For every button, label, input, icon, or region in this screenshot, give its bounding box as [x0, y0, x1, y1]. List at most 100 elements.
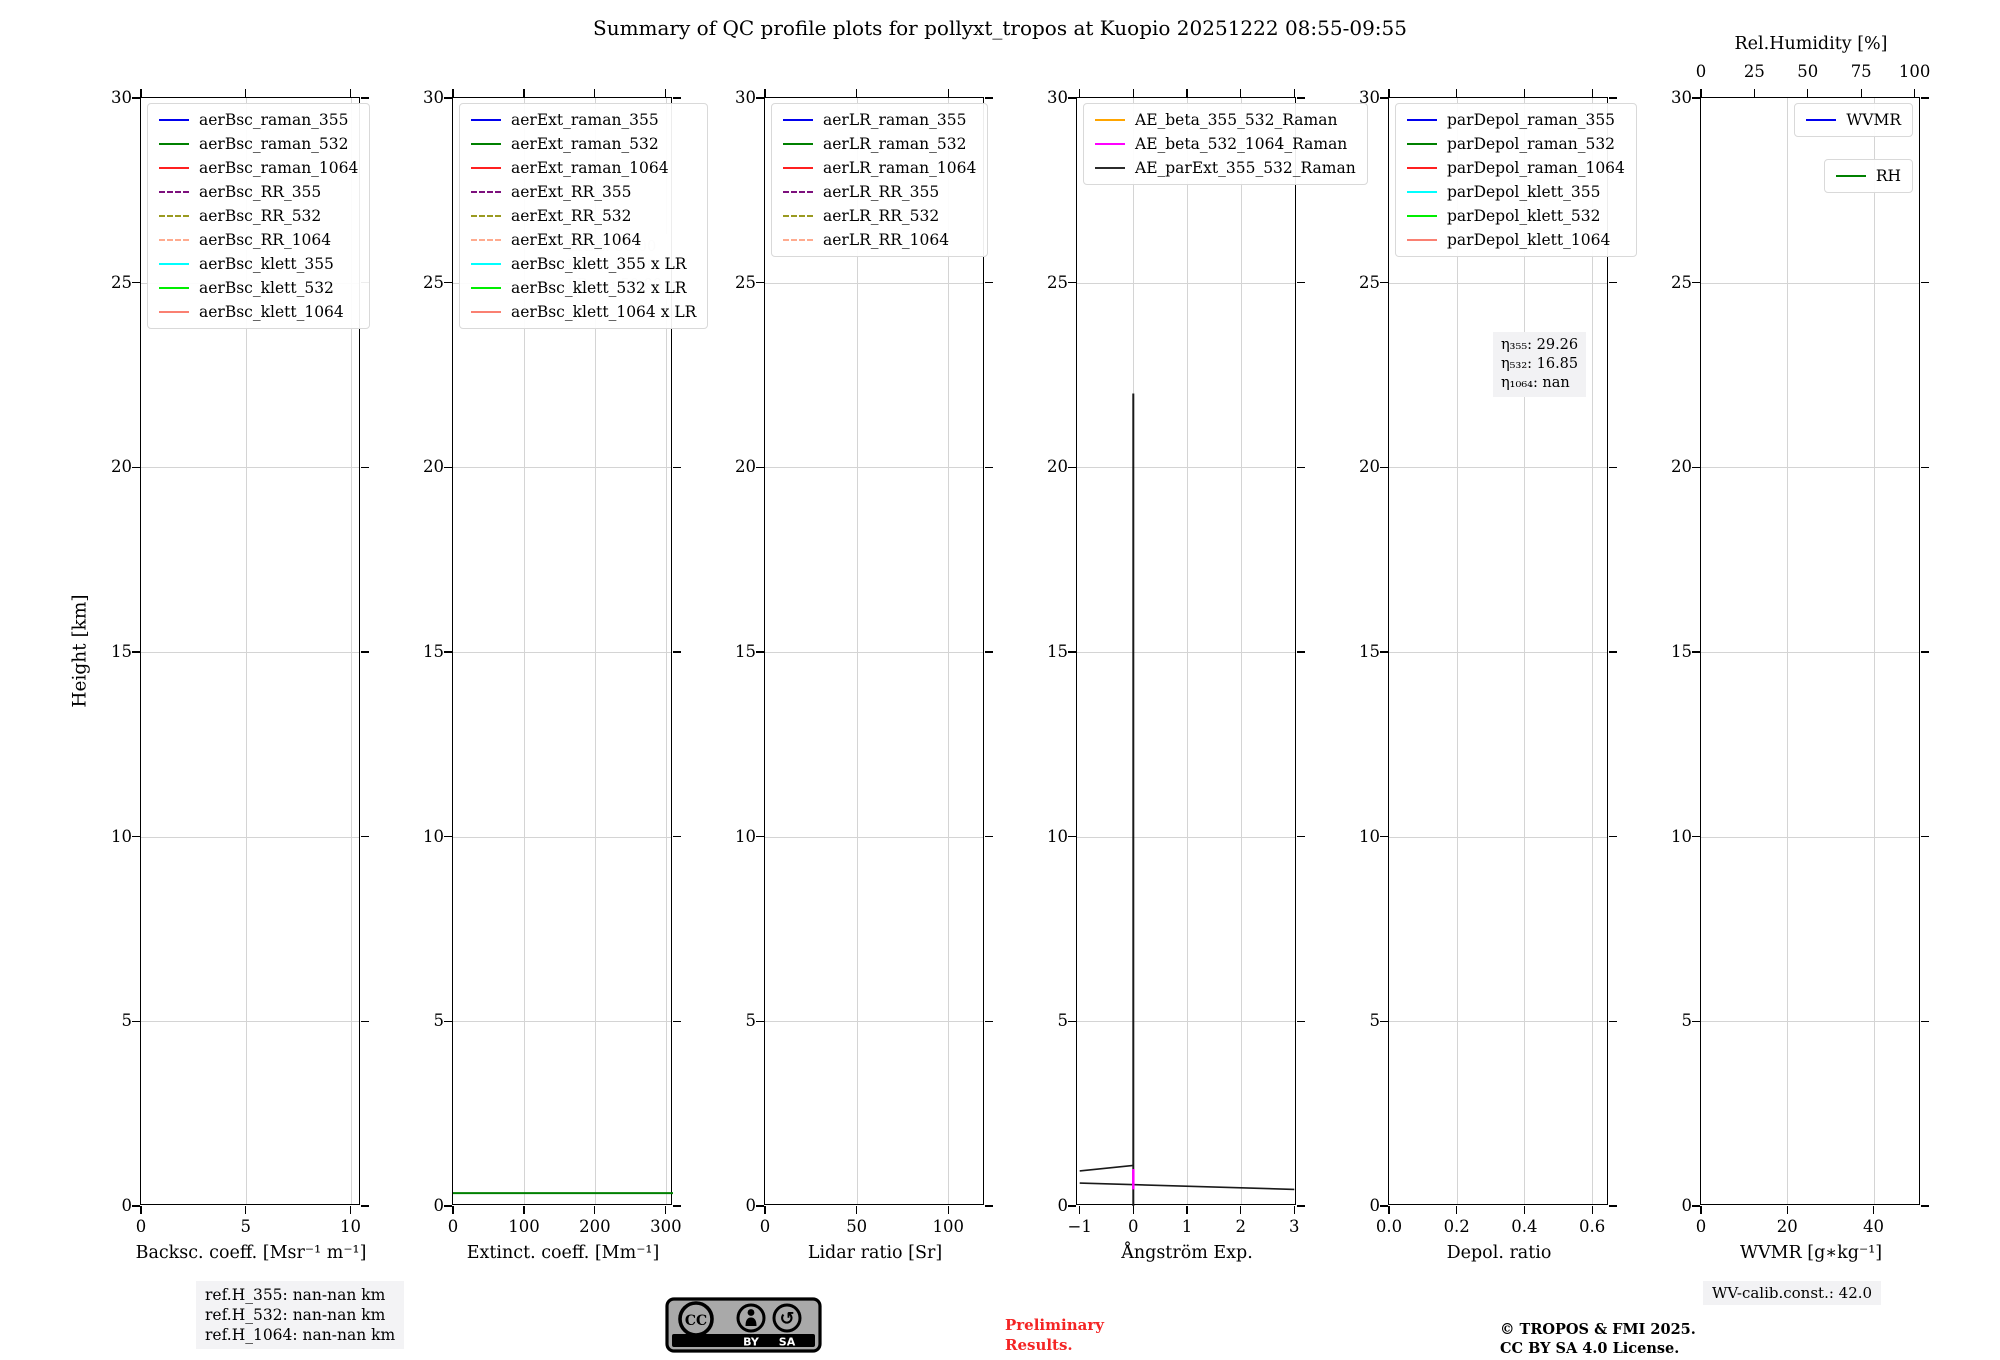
x-axis-label: Backsc. coeff. [Msr⁻¹ m⁻¹]	[135, 1243, 367, 1263]
y-tick-label: 25	[1359, 272, 1380, 292]
legend-item-label: aerBsc_raman_1064	[199, 159, 359, 177]
y-tick-label: 0	[433, 1196, 445, 1215]
cc-text: CC	[685, 1313, 707, 1329]
series-AE_parExt_355_532_Raman_upper	[1079, 1164, 1134, 1172]
x-tick-top	[245, 88, 247, 97]
rh-top-tick-label: 25	[1743, 62, 1765, 81]
y-tick	[131, 651, 140, 653]
legend-item-label: aerExt_raman_1064	[511, 159, 669, 177]
preliminary-results-note: Preliminary Results.	[1005, 1315, 1104, 1355]
x-tick-top	[1293, 88, 1295, 97]
x-tick-label: 0.6	[1578, 1217, 1606, 1236]
legend-item-label: aerBsc_klett_1064	[199, 303, 344, 321]
x-tick	[349, 1205, 352, 1214]
sa-text: SA	[779, 1336, 796, 1349]
legend-wvmr-2: RH	[1823, 159, 1913, 193]
legend-item-label: WVMR	[1846, 111, 1901, 129]
legend-line-sample	[471, 239, 501, 241]
y-tick	[443, 651, 452, 653]
legend-item-label: aerBsc_RR_532	[199, 207, 322, 225]
y-tick-label: 30	[1671, 88, 1692, 107]
y-tick	[1379, 97, 1388, 99]
x-tick-label: 300	[650, 1217, 682, 1236]
gridline-y	[453, 652, 671, 653]
y-tick	[1379, 836, 1388, 838]
legend-line-sample	[1806, 119, 1837, 121]
rh-top-tick	[1914, 88, 1916, 97]
legend-line-sample	[471, 143, 501, 145]
preliminary-line-2: Results.	[1005, 1336, 1073, 1354]
legend-item-label: parDepol_raman_355	[1447, 111, 1616, 129]
y-tick	[755, 466, 764, 468]
y-tick-right	[1296, 466, 1305, 468]
y-tick-right	[1296, 282, 1305, 284]
gridline-x	[856, 98, 858, 1204]
x-tick-label: 0	[447, 1217, 459, 1236]
legend-item-label: aerLR_RR_355	[823, 183, 940, 201]
legend-item: aerLR_RR_355	[783, 183, 976, 201]
x-tick-top	[1388, 88, 1390, 97]
legend-line-sample	[783, 167, 813, 169]
y-tick-label: 20	[111, 457, 132, 477]
legend-item: aerExt_raman_532	[471, 135, 696, 153]
legend-line-sample	[783, 215, 813, 217]
gridline-y	[453, 467, 671, 469]
legend-line-sample	[159, 215, 189, 217]
x-tick-top	[523, 88, 525, 97]
rh-top-tick-label: 75	[1850, 62, 1872, 81]
legend-line-sample	[1407, 167, 1437, 169]
legend-item: aerBsc_raman_532	[159, 135, 358, 153]
x-tick-top	[665, 88, 667, 97]
y-tick-right	[1296, 1020, 1305, 1022]
x-tick-label: 0	[1128, 1217, 1139, 1236]
x-tick	[523, 1205, 525, 1214]
y-tick-right	[1608, 836, 1617, 838]
y-tick-right	[672, 466, 681, 468]
gridline-y	[765, 836, 983, 838]
x-tick-top	[947, 88, 949, 97]
legend-item-label: aerBsc_klett_355 x LR	[511, 255, 687, 273]
cc-by-sa-badge-icon: CC ↺ BY SA	[665, 1297, 822, 1353]
legend-item: aerBsc_raman_355	[159, 111, 358, 129]
wv-calibration-note: WV-calib.const.: 42.0	[1703, 1281, 1882, 1305]
y-tick-label: 20	[1359, 457, 1380, 477]
x-tick-label: 200	[579, 1217, 611, 1236]
y-tick	[1067, 1020, 1076, 1022]
y-tick-label: 15	[735, 642, 756, 661]
x-tick	[1132, 1205, 1134, 1214]
x-tick-top	[1186, 88, 1188, 97]
y-tick-right	[984, 1205, 993, 1207]
y-tick-label: 0	[1057, 1196, 1069, 1215]
x-tick	[764, 1205, 766, 1214]
rh-top-tick-label: 0	[1695, 62, 1707, 81]
x-tick-label: 0.2	[1443, 1217, 1470, 1236]
legend-item: aerLR_RR_1064	[783, 231, 976, 249]
x-axis-label: Extinct. coeff. [Mm⁻¹]	[466, 1243, 660, 1263]
legend-item: parDepol_klett_1064	[1407, 231, 1625, 249]
y-tick-label: 15	[1047, 642, 1068, 661]
y-tick	[755, 651, 764, 653]
legend-item-label: aerExt_raman_532	[511, 135, 659, 153]
legend-item-label: parDepol_raman_1064	[1447, 159, 1625, 177]
legend-item-label: parDepol_klett_355	[1447, 183, 1601, 201]
gridline-y	[1701, 467, 1919, 469]
y-tick	[755, 282, 764, 284]
y-tick-label: 5	[745, 1011, 757, 1031]
x-tick	[1591, 1205, 1593, 1214]
legend-depol: parDepol_raman_355 parDepol_raman_532 parD…	[1395, 103, 1637, 257]
panel-angstroem: −1 0 1 2 3 0 5 10 15 20 25 30 Ångström Exp. AE_beta_3…	[1047, 88, 1368, 1263]
y-tick-right	[360, 97, 369, 99]
legend-line-sample	[159, 239, 189, 241]
gridline-y	[1389, 282, 1607, 284]
legend-item: parDepol_klett_532	[1407, 207, 1625, 225]
x-tick	[452, 1205, 454, 1214]
gridline-x	[1787, 98, 1789, 1204]
y-tick-right	[1608, 466, 1617, 468]
copyright-line-1: © TROPOS & FMI 2025.	[1500, 1321, 1696, 1338]
gridline-y	[453, 836, 671, 838]
y-tick	[131, 1205, 140, 1207]
x-axis-label: Depol. ratio	[1446, 1243, 1552, 1263]
rh-top-tick	[1860, 88, 1862, 97]
y-tick-right	[1920, 1020, 1929, 1022]
